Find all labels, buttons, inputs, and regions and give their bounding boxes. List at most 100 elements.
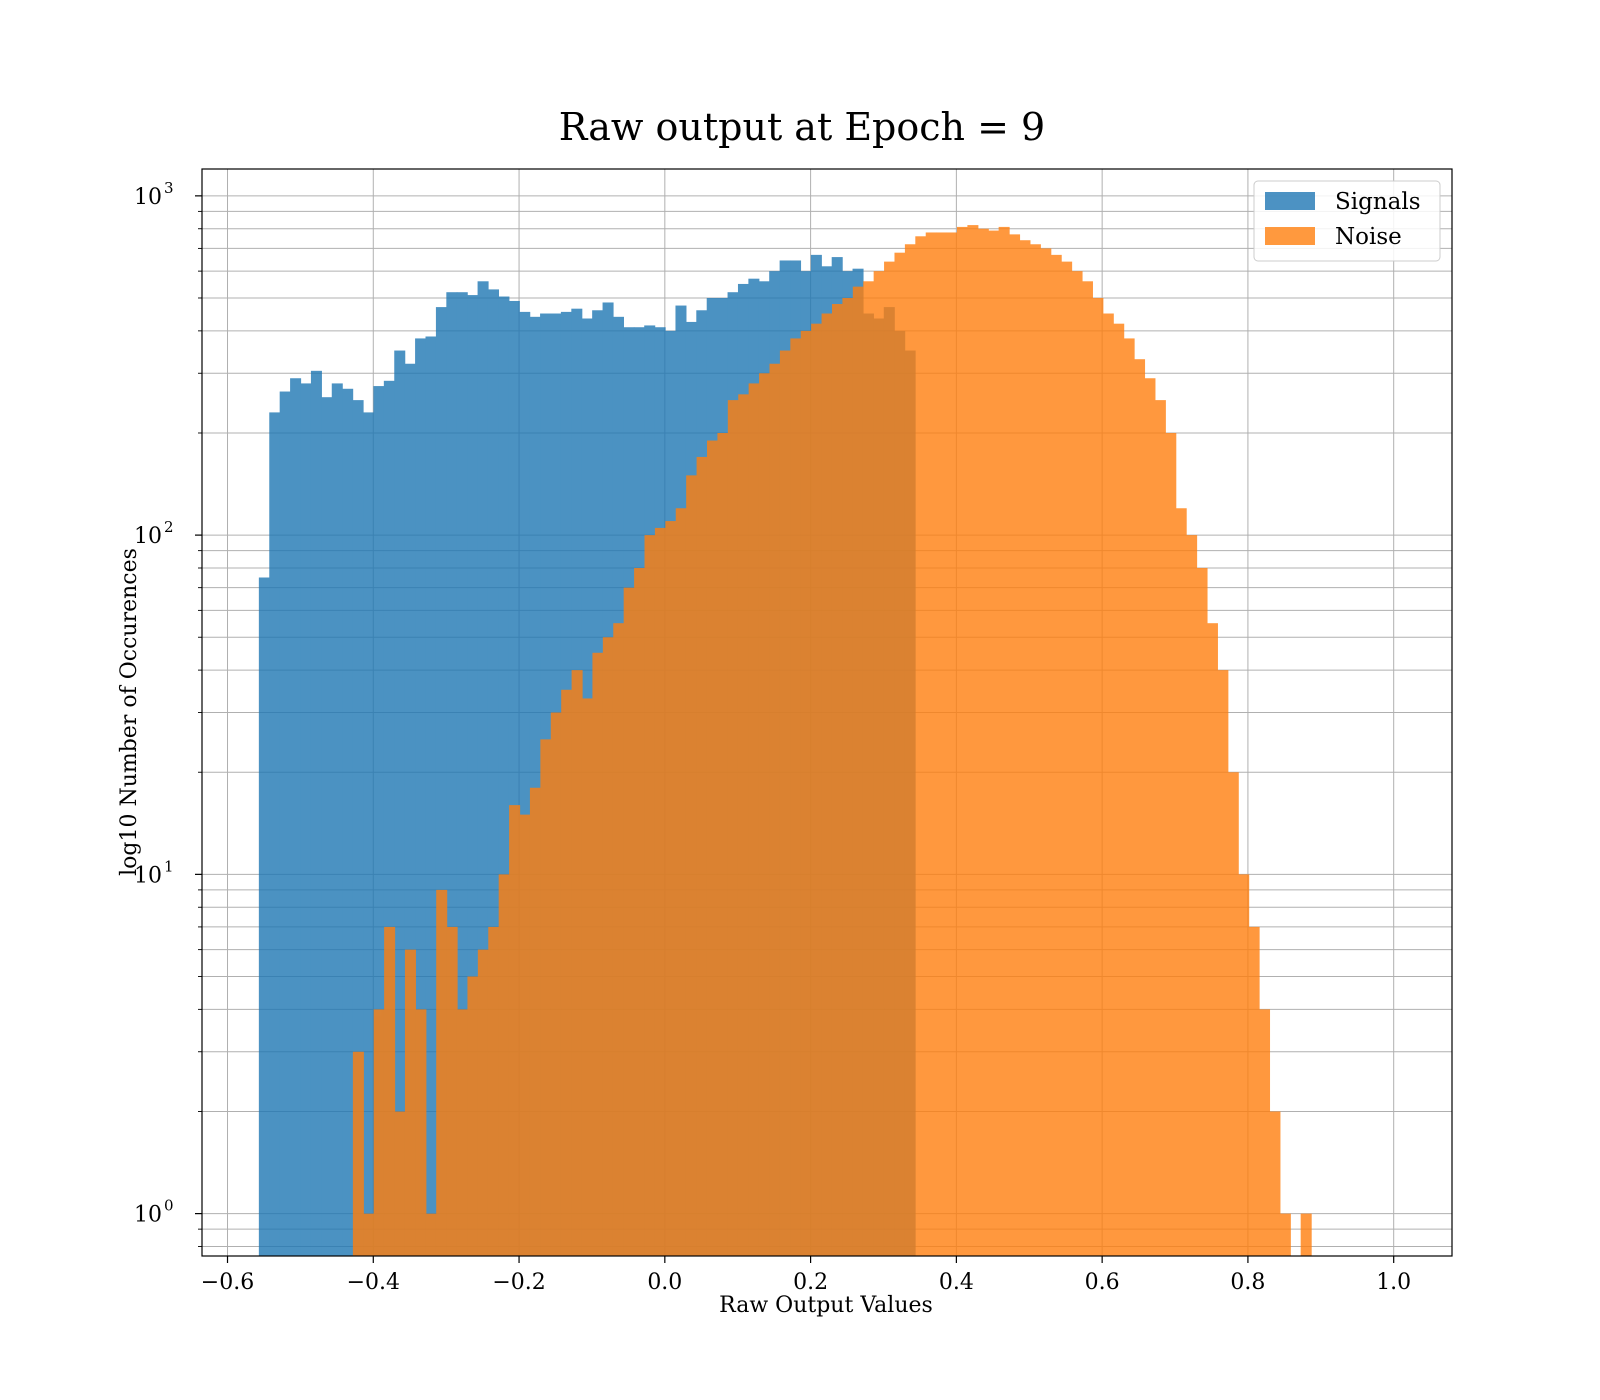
- histogram-bar: [602, 637, 614, 1256]
- x-tick-label: −0.6: [201, 1270, 254, 1295]
- histogram-bar: [519, 311, 531, 1256]
- histogram-bar: [811, 323, 823, 1256]
- histogram-bar: [894, 252, 906, 1256]
- histogram-bar: [1009, 234, 1021, 1257]
- histogram-bar: [717, 432, 729, 1256]
- y-tick-base: 10: [134, 524, 162, 549]
- histogram-bar: [394, 1111, 406, 1256]
- histogram-bar: [915, 236, 927, 1256]
- histogram-bar: [1165, 432, 1177, 1256]
- histogram-bar: [1040, 248, 1052, 1256]
- legend-label-signals: Signals: [1335, 189, 1421, 215]
- y-tick-label: 10: [134, 185, 162, 210]
- x-tick-label: 0.8: [1230, 1270, 1265, 1295]
- histogram-bar: [404, 949, 416, 1256]
- histogram-bar: [1279, 1213, 1291, 1256]
- histogram-bar: [727, 400, 739, 1256]
- y-tick-base: 10: [134, 185, 162, 210]
- histogram-bar: [1092, 297, 1104, 1256]
- histogram-bar: [1071, 271, 1083, 1256]
- histogram-bar: [352, 1051, 364, 1256]
- histogram-bar: [404, 363, 416, 1257]
- histogram-bar: [1248, 926, 1260, 1256]
- y-tick-base: 10: [134, 1203, 162, 1228]
- histogram-bar: [498, 296, 510, 1257]
- histogram-bar: [529, 787, 541, 1256]
- x-axis: −0.6 −0.4 −0.2 0.0 0.2 0.4 0.6 0.8 1.0: [201, 1256, 1411, 1295]
- histogram-bar: [852, 286, 864, 1256]
- histogram-bar: [425, 336, 437, 1257]
- histogram-bar: [977, 228, 989, 1256]
- histogram-bar: [1269, 1111, 1281, 1256]
- histogram-bar: [279, 391, 291, 1256]
- chart-title: Raw output at Epoch = 9: [559, 105, 1045, 149]
- x-tick-label: 0.0: [647, 1270, 682, 1295]
- histogram-bar: [946, 232, 958, 1256]
- histogram-bar: [769, 363, 781, 1257]
- histogram-bar: [331, 383, 343, 1257]
- histogram-bar: [842, 297, 854, 1256]
- histogram-bar: [383, 380, 395, 1256]
- histogram-bar: [1134, 359, 1146, 1256]
- y-tick-exponent: 2: [164, 518, 174, 536]
- histogram-bar: [1113, 323, 1125, 1256]
- histogram-bar: [363, 412, 375, 1256]
- histogram-bar: [467, 295, 479, 1256]
- histogram-bar: [477, 949, 489, 1256]
- histogram-bar: [415, 1009, 427, 1256]
- histogram-bar: [363, 1213, 375, 1256]
- x-tick-label: 0.4: [939, 1270, 974, 1295]
- legend-swatch-signals: [1265, 192, 1315, 210]
- x-tick-label: 1.0: [1376, 1270, 1411, 1295]
- histogram-bar: [529, 316, 541, 1256]
- histogram-bar: [675, 508, 687, 1256]
- histogram-bar: [967, 225, 979, 1256]
- histogram-bar: [1238, 874, 1250, 1256]
- histogram-bar: [654, 527, 666, 1256]
- x-axis-label: Raw Output Values: [719, 1293, 933, 1318]
- histogram-bar: [1175, 508, 1187, 1256]
- histogram-bar: [1206, 623, 1218, 1256]
- histogram-bar: [1144, 378, 1156, 1257]
- histogram-bar: [738, 394, 750, 1256]
- histogram-bar: [665, 521, 677, 1256]
- histogram-bar: [998, 226, 1010, 1256]
- histogram-bar: [1050, 254, 1062, 1256]
- histogram-bar: [613, 623, 625, 1256]
- histogram-bar: [759, 373, 771, 1257]
- histogram-bar: [310, 370, 322, 1256]
- histogram-bar: [644, 535, 656, 1256]
- y-tick-exponent: 1: [164, 857, 174, 875]
- histogram-bar: [258, 577, 270, 1256]
- legend-swatch-noise: [1265, 227, 1315, 245]
- histogram-bar: [300, 383, 312, 1257]
- histogram-bar: [457, 1009, 469, 1256]
- y-tick-label: 10: [134, 863, 162, 888]
- histogram-bar: [956, 226, 968, 1256]
- histogram-bar: [821, 313, 833, 1256]
- histogram-bar: [696, 456, 708, 1256]
- histogram-bar: [508, 300, 520, 1256]
- histogram-bar: [571, 670, 583, 1256]
- histogram-bar: [779, 350, 791, 1256]
- y-tick-base: 10: [134, 863, 162, 888]
- legend-label-noise: Noise: [1335, 224, 1402, 250]
- histogram-bar: [831, 304, 844, 1256]
- histogram-bar: [456, 292, 468, 1256]
- y-tick-label: 10: [134, 1203, 162, 1228]
- histogram-bar: [904, 244, 916, 1257]
- y-tick-exponent: 0: [164, 1197, 174, 1215]
- histogram-bar: [1123, 338, 1135, 1256]
- histogram-bar: [1019, 240, 1031, 1256]
- y-tick-label: 10: [134, 524, 162, 549]
- x-tick-label: 0.2: [793, 1270, 828, 1295]
- histogram-bar: [435, 307, 447, 1256]
- histogram-bar: [1061, 261, 1073, 1257]
- histogram-bar: [415, 338, 427, 1256]
- histogram-bar: [863, 281, 875, 1256]
- histogram-bar: [550, 712, 562, 1256]
- histogram-bar: [1300, 1213, 1312, 1256]
- histogram-bar: [373, 386, 385, 1256]
- histogram-bar: [1217, 670, 1229, 1256]
